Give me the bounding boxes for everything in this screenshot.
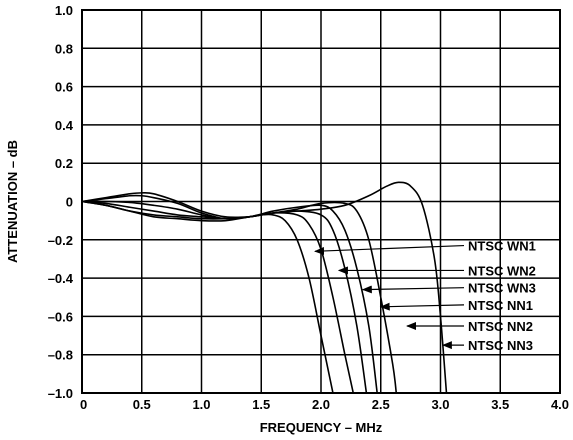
curve-ntsc-nn2: [82, 200, 398, 393]
legend-label-ntsc-wn3: NTSC WN3: [468, 281, 536, 296]
y-tick-label: –0.4: [48, 271, 74, 286]
y-tick-label: 0.8: [55, 41, 73, 56]
y-tick-label: –1.0: [48, 386, 73, 401]
y-tick-label: 0.6: [55, 80, 73, 95]
curves: [82, 181, 448, 393]
y-tick-label: –0.8: [48, 348, 73, 363]
x-tick-labels: 0 0.5 1.0 1.5 2.0 2.5 3.0 3.5 4.0: [80, 397, 569, 412]
x-tick-label: 1.0: [192, 397, 210, 412]
legend-arrow-ntsc-nn1: [379, 302, 465, 311]
y-tick-label: 0: [66, 195, 73, 210]
legend-label-ntsc-nn2: NTSC NN2: [468, 319, 533, 334]
grid: [81, 9, 561, 394]
x-axis-label: FREQUENCY – MHz: [260, 420, 383, 435]
x-tick-label: 4.0: [551, 397, 569, 412]
legend-label-ntsc-nn1: NTSC NN1: [468, 298, 533, 313]
x-tick-label: 3.5: [491, 397, 509, 412]
plot-frame: [81, 9, 561, 394]
legend-label-ntsc-wn1: NTSC WN1: [468, 239, 536, 254]
x-tick-label: 2.0: [312, 397, 330, 412]
y-tick-labels: 1.0 0.8 0.6 0.4 0.2 0 –0.2 –0.4 –0.6 –0.8 –1.0: [48, 3, 74, 401]
legend: NTSC WN1 NTSC WN2 NTSC WN3 NTSC NN1 NTSC NN2…: [314, 239, 536, 353]
y-axis-label: ATTENUATION – dB: [5, 140, 20, 263]
x-tick-label: 2.5: [372, 397, 390, 412]
legend-arrow-ntsc-wn1: [314, 244, 465, 255]
x-tick-label: 3.0: [431, 397, 449, 412]
curve-ntsc-wn1: [82, 192, 334, 393]
legend-arrow-ntsc-wn3: [361, 285, 465, 294]
y-tick-label: –0.6: [48, 309, 73, 324]
y-tick-label: 0.4: [55, 118, 74, 133]
x-tick-label: 1.5: [252, 397, 270, 412]
y-tick-label: –0.2: [48, 233, 73, 248]
legend-label-ntsc-wn2: NTSC WN2: [468, 263, 536, 278]
x-tick-label: 0: [80, 397, 87, 412]
legend-label-ntsc-nn3: NTSC NN3: [468, 338, 533, 353]
x-tick-label: 0.5: [133, 397, 151, 412]
curve-ntsc-wn3: [82, 200, 368, 393]
curve-ntsc-nn1: [82, 200, 378, 393]
curve-ntsc-nn3: [82, 181, 448, 393]
y-tick-label: 1.0: [55, 3, 73, 18]
y-tick-label: 0.2: [55, 156, 73, 171]
